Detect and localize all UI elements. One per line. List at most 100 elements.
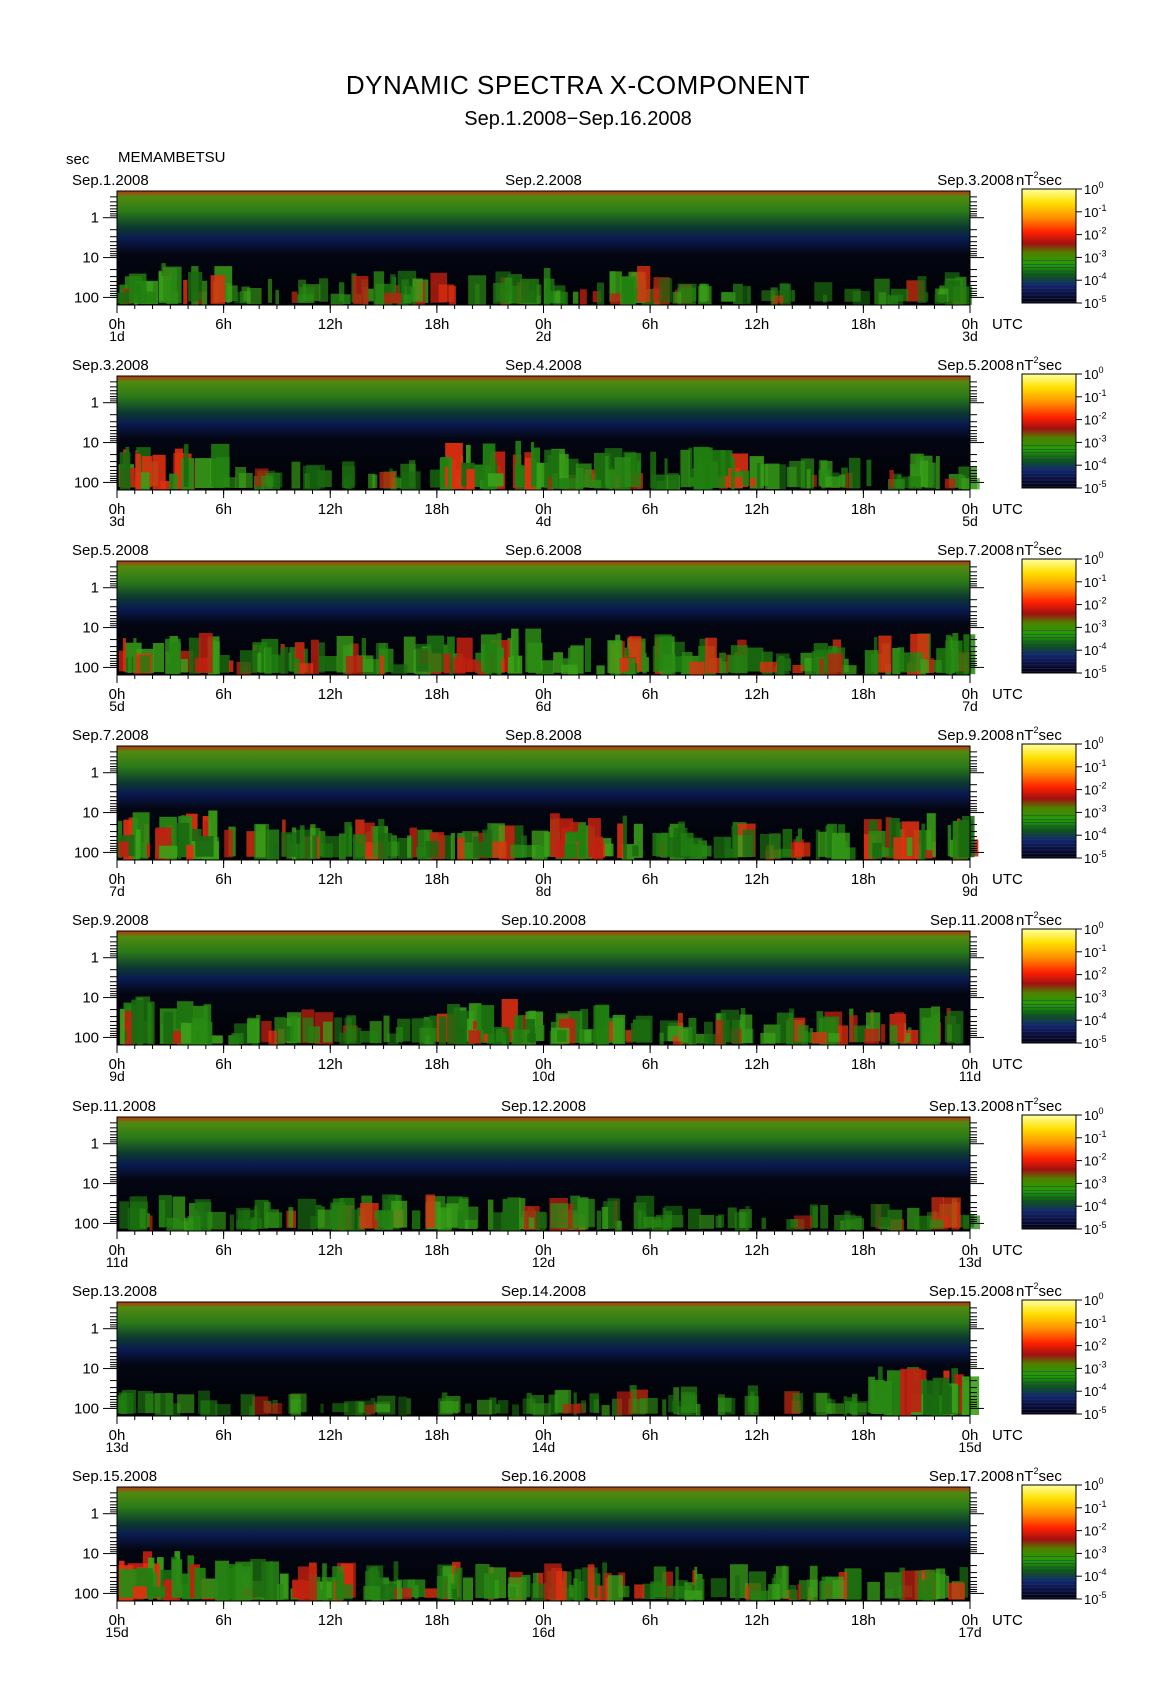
- activity-blob: [688, 1017, 697, 1045]
- day-mid-label: 16d: [532, 1624, 555, 1640]
- activity-blob: [775, 653, 790, 674]
- activity-blob: [165, 638, 181, 674]
- activity-blob: [257, 652, 261, 673]
- activity-blob: [902, 1570, 919, 1600]
- activity-blob: [596, 1210, 602, 1230]
- activity-blob: [147, 1002, 152, 1043]
- activity-blob: [463, 1577, 474, 1601]
- activity-blob: [265, 1212, 283, 1228]
- activity-blob: [914, 1215, 932, 1231]
- activity-blob: [482, 829, 493, 858]
- x-tick-label: 18h: [424, 1242, 449, 1259]
- date-mid-label: Sep.2.2008: [505, 172, 582, 189]
- activity-blob: [821, 476, 841, 488]
- activity-blob: [793, 1215, 813, 1229]
- activity-blob: [450, 833, 455, 860]
- activity-blob: [844, 288, 861, 302]
- activity-blob: [572, 291, 579, 304]
- activity-blob: [344, 822, 352, 857]
- activity-blob: [652, 287, 664, 302]
- colorbar-rect: [1021, 558, 1077, 674]
- y-tick-label: 100: [74, 474, 99, 491]
- activity-blob: [715, 1019, 723, 1045]
- activity-blob: [790, 1219, 799, 1228]
- x-tick-label: 0h: [109, 871, 126, 888]
- colorbar-tick-label: 10-5: [1084, 1590, 1106, 1607]
- x-tick-label: 12h: [744, 1242, 769, 1259]
- day-left-label: 13d: [105, 1439, 128, 1455]
- activity-blob: [310, 1216, 318, 1230]
- activity-blob: [735, 1574, 740, 1600]
- x-tick-label: 12h: [744, 1427, 769, 1444]
- activity-blob: [447, 1004, 461, 1045]
- colorbar: nT2sec 100 10-1 10-2 10-3 10-4 10-5: [1016, 355, 1106, 496]
- x-tick-label: 6h: [215, 316, 232, 333]
- date-right-label: Sep.7.2008: [937, 542, 1014, 559]
- activity-blob: [684, 1590, 703, 1600]
- day-right-label: 7d: [962, 698, 978, 714]
- y-tick-label: 1: [91, 765, 99, 782]
- activity-blob: [294, 663, 313, 674]
- activity-blob: [160, 1023, 165, 1044]
- activity-blob: [765, 463, 780, 489]
- activity-blob: [339, 1032, 350, 1045]
- y-tick-label: 10: [82, 805, 99, 822]
- activity-blob: [747, 286, 751, 303]
- activity-blob: [318, 642, 325, 673]
- day-left-label: 1d: [109, 328, 125, 344]
- activity-blob: [231, 1033, 244, 1044]
- x-tick-label: 18h: [424, 1427, 449, 1444]
- activity-blob: [288, 1394, 301, 1414]
- activity-blob: [710, 1578, 727, 1598]
- activity-blob: [133, 638, 137, 673]
- activity-blob: [201, 280, 208, 305]
- x-tick-label: 18h: [424, 686, 449, 703]
- colorbar: nT2sec 100 10-1 10-2 10-3 10-4 10-5: [1016, 170, 1106, 311]
- activity-blob: [377, 1209, 394, 1228]
- activity-blob: [320, 1403, 324, 1413]
- activity-blob: [742, 285, 751, 305]
- activity-blob: [886, 1588, 894, 1598]
- colorbar-unit-label: nT2sec: [1016, 355, 1062, 374]
- activity-blob: [628, 1399, 646, 1415]
- activity-blob: [870, 1379, 885, 1414]
- activity-blob: [737, 470, 750, 486]
- activity-blob: [699, 1214, 715, 1229]
- activity-blob: [769, 833, 781, 859]
- activity-blob: [906, 837, 913, 857]
- colorbar-tick-label: 10-2: [1084, 596, 1106, 613]
- activity-blob: [160, 481, 170, 490]
- y-unit-label: sec: [66, 151, 90, 168]
- activity-blob: [135, 829, 141, 860]
- activity-blob: [177, 1394, 195, 1414]
- activity-blob: [524, 457, 536, 490]
- colorbar-tick-label: 100: [1084, 735, 1103, 752]
- activity-blob: [548, 477, 552, 490]
- activity-blob: [454, 1567, 463, 1601]
- activity-blob: [525, 1019, 535, 1044]
- activity-blob: [323, 1021, 333, 1043]
- x-tick-label: 12h: [318, 316, 343, 333]
- activity-blob: [226, 283, 231, 304]
- activity-blob: [637, 1209, 642, 1228]
- activity-blob: [635, 1015, 653, 1043]
- y-tick-label: 10: [82, 620, 99, 637]
- activity-blob: [789, 461, 805, 488]
- activity-blob: [158, 1195, 172, 1228]
- day-right-label: 3d: [962, 328, 978, 344]
- activity-blob: [234, 291, 244, 304]
- date-mid-label: Sep.4.2008: [505, 357, 582, 374]
- activity-blob: [556, 1571, 567, 1600]
- activity-blob: [163, 1011, 174, 1044]
- activity-blob: [605, 469, 616, 489]
- activity-blob: [239, 472, 253, 488]
- activity-blob: [730, 457, 735, 490]
- activity-blob: [847, 1569, 862, 1600]
- activity-blob: [896, 476, 914, 489]
- station-label: MEMAMBETSU: [118, 149, 226, 166]
- activity-blob: [139, 1208, 146, 1229]
- colorbar: nT2sec 100 10-1 10-2 10-3 10-4 10-5: [1016, 1281, 1106, 1422]
- activity-blob: [521, 1574, 531, 1598]
- activity-blob: [831, 832, 850, 860]
- date-right-label: Sep.15.2008: [929, 1283, 1014, 1300]
